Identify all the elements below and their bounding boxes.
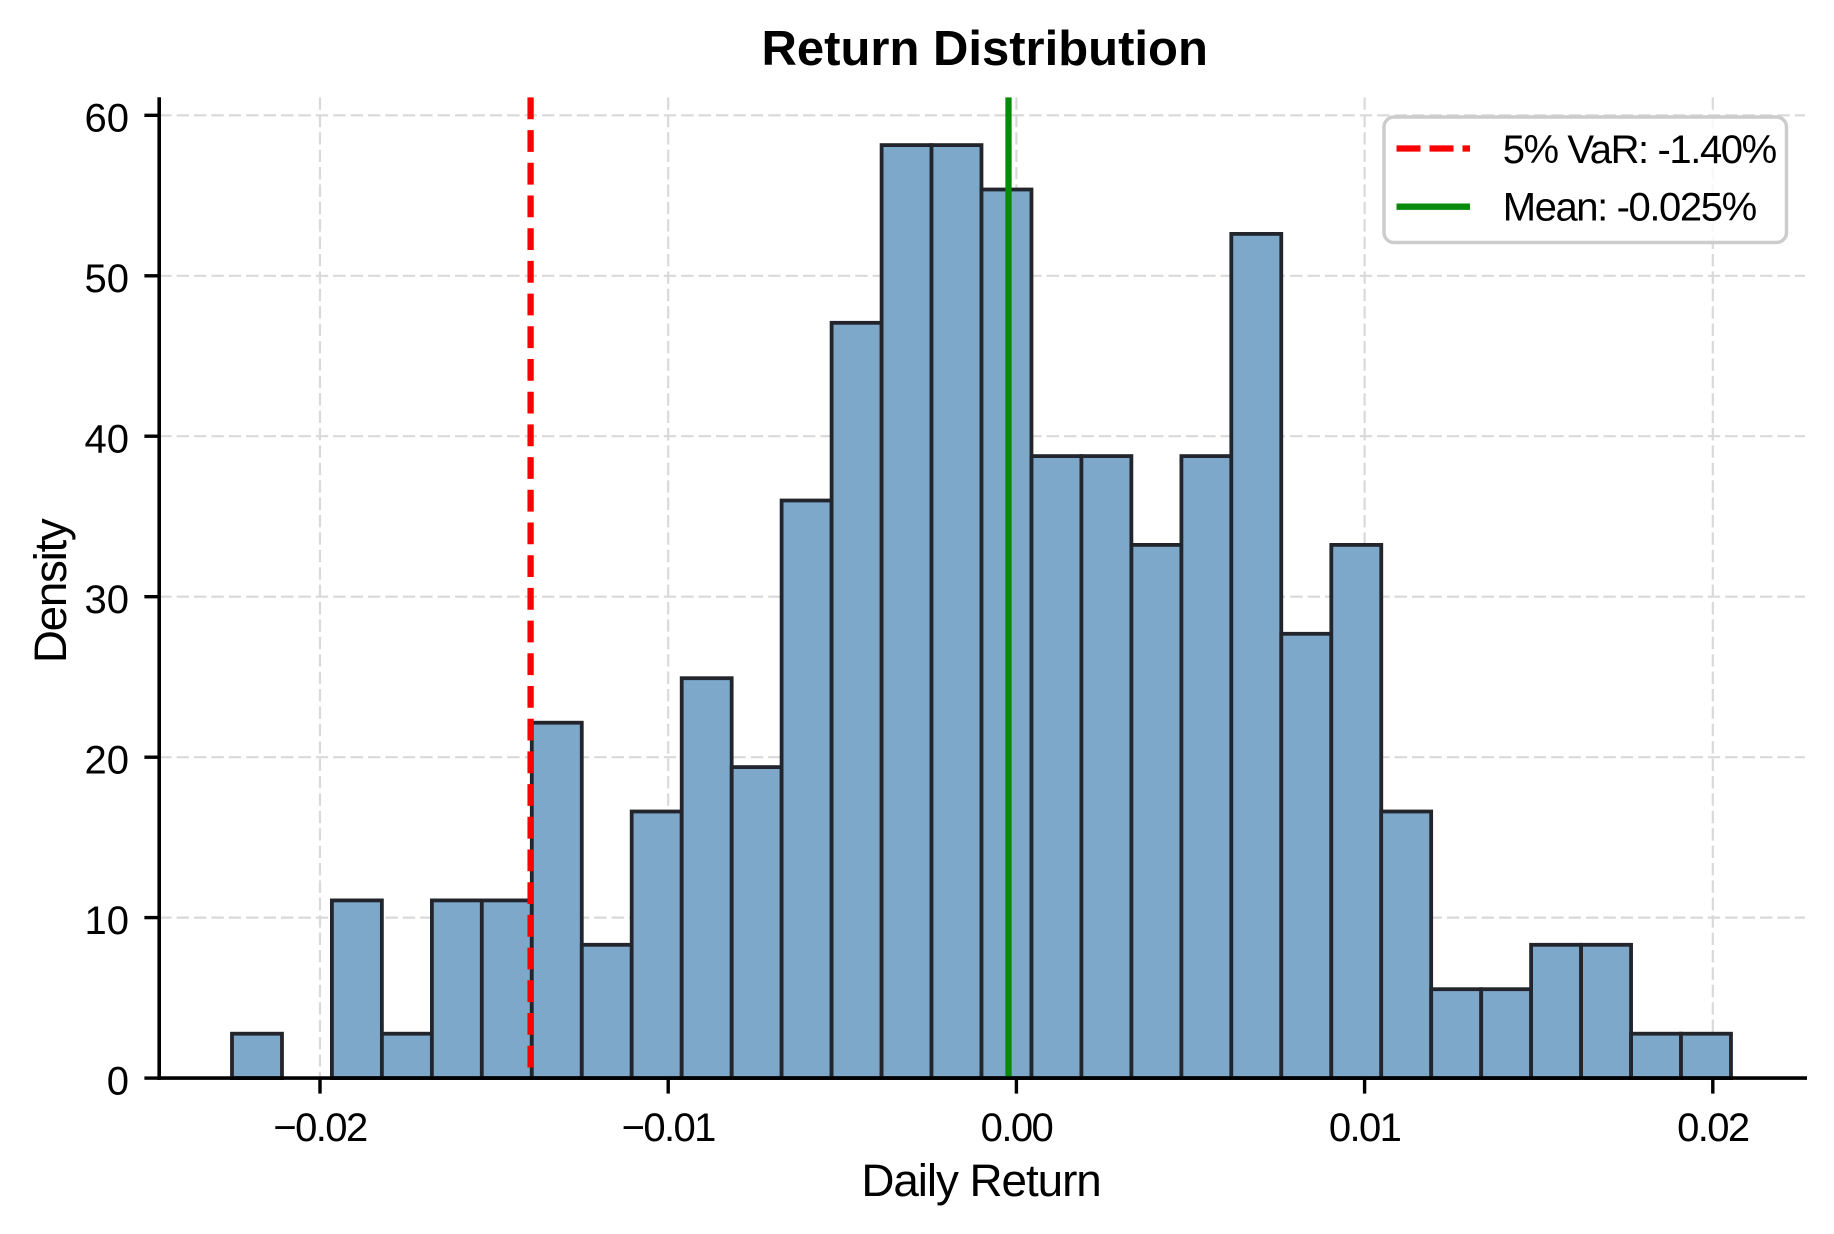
- svg-text:0.00: 0.00: [981, 1106, 1053, 1150]
- svg-text:−0.01: −0.01: [622, 1106, 716, 1150]
- svg-text:−0.02: −0.02: [273, 1106, 367, 1150]
- svg-text:0.01: 0.01: [1329, 1106, 1401, 1150]
- svg-text:Daily Return: Daily Return: [861, 1155, 1100, 1206]
- svg-text:Density: Density: [25, 518, 76, 663]
- svg-text:0: 0: [107, 1059, 129, 1103]
- svg-text:Return Distribution: Return Distribution: [761, 22, 1207, 76]
- svg-text:60: 60: [85, 97, 130, 141]
- svg-text:50: 50: [85, 257, 130, 301]
- svg-text:0.02: 0.02: [1677, 1106, 1749, 1150]
- svg-text:30: 30: [85, 578, 130, 622]
- svg-text:40: 40: [85, 417, 130, 461]
- svg-text:Mean: -0.025%: Mean: -0.025%: [1503, 186, 1757, 230]
- svg-text:5% VaR: -1.40%: 5% VaR: -1.40%: [1503, 128, 1777, 172]
- svg-text:10: 10: [85, 899, 130, 943]
- svg-text:20: 20: [85, 738, 130, 782]
